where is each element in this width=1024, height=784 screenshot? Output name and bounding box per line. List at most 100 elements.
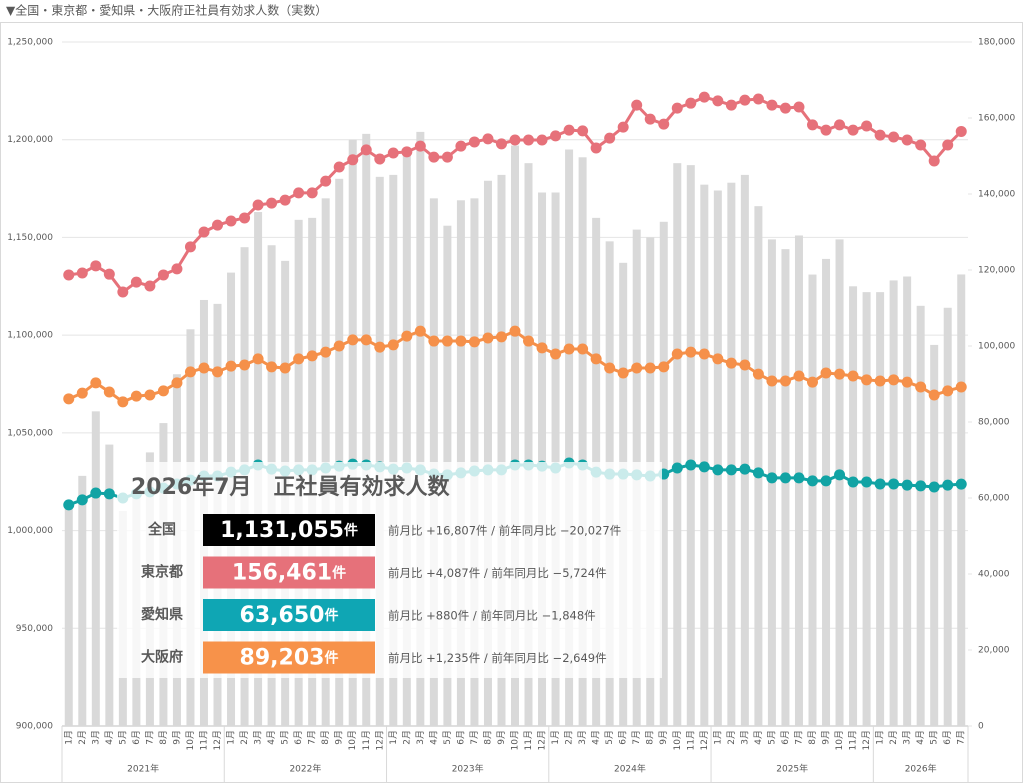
y2-tick-label: 40,000 [978, 570, 1010, 580]
point [806, 376, 818, 388]
point [698, 348, 710, 360]
point [239, 212, 251, 224]
point [861, 120, 873, 132]
point [117, 286, 129, 298]
point [834, 119, 846, 131]
x-tick-label: 5月 [766, 730, 777, 745]
y2-tick-label: 20,000 [978, 646, 1010, 656]
x-tick-label: 9月 [334, 730, 345, 745]
point [779, 375, 791, 387]
value-box [203, 556, 375, 589]
x-tick-label: 6月 [942, 730, 953, 745]
bar [362, 133, 371, 726]
point [617, 121, 629, 133]
x-tick-label: 11月 [685, 730, 696, 750]
y-tick-label: 1,200,000 [7, 135, 53, 145]
point [671, 462, 683, 474]
y-tick-label: 1,150,000 [7, 233, 53, 243]
value: 156,461 [232, 561, 332, 586]
x-tick-label: 9月 [171, 730, 182, 745]
row-name: 大阪府 [141, 649, 183, 666]
bar [348, 139, 357, 726]
point [604, 132, 616, 144]
x-tick-label: 7月 [144, 730, 155, 745]
y2-tick-label: 160,000 [978, 114, 1015, 124]
point [955, 381, 967, 393]
x-tick-label: 11月 [523, 730, 534, 750]
point [915, 139, 927, 151]
bar [402, 155, 411, 726]
point [901, 376, 913, 388]
point [103, 488, 115, 500]
point [928, 389, 940, 401]
point [942, 479, 954, 491]
point [90, 487, 102, 499]
x-tick-label: 9月 [496, 730, 507, 745]
point [928, 155, 940, 167]
point [320, 175, 332, 187]
x-group-label: 2024年 [614, 763, 646, 775]
point [834, 469, 846, 481]
point [928, 481, 940, 493]
point [347, 334, 359, 346]
x-tick-label: 7月 [469, 730, 480, 745]
point [76, 387, 88, 399]
x-tick-label: 11月 [361, 730, 372, 750]
summary-title: 2026年7月 正社員有効求人数 [131, 474, 451, 500]
x-group-label: 2025年 [776, 763, 808, 775]
value: 63,650 [240, 603, 325, 628]
point [117, 396, 129, 408]
point [279, 362, 291, 374]
point [428, 151, 440, 163]
x-tick-label: 12月 [374, 730, 385, 750]
x-tick-label: 8月 [482, 730, 493, 745]
x-tick-label: 4月 [753, 730, 764, 745]
point [266, 361, 278, 373]
x-tick-label: 10月 [185, 730, 196, 750]
point [698, 461, 710, 473]
x-tick-label: 2月 [564, 730, 575, 745]
x-tick-label: 3月 [90, 730, 101, 745]
x-tick-label: 5月 [604, 730, 615, 745]
x-tick-label: 7月 [793, 730, 804, 745]
point [577, 343, 589, 355]
bar [483, 180, 492, 727]
point [252, 353, 264, 365]
point [509, 134, 521, 146]
point [550, 130, 562, 142]
bar [740, 174, 749, 727]
bar [538, 192, 547, 727]
unit: 件 [344, 522, 358, 539]
point [103, 386, 115, 398]
x-tick-label: 7月 [956, 730, 967, 745]
row-name: 愛知県 [141, 606, 183, 623]
point [739, 94, 751, 106]
x-tick-label: 1月 [712, 730, 723, 745]
point [63, 499, 75, 511]
bar [524, 163, 533, 726]
bar [713, 190, 722, 727]
x-tick-label: 10月 [510, 730, 521, 750]
x-tick-label: 10月 [672, 730, 683, 750]
row-name: 東京都 [141, 564, 183, 581]
unit: 件 [332, 565, 346, 582]
point [198, 362, 210, 374]
point [482, 133, 494, 145]
x-tick-label: 5月 [929, 730, 940, 745]
x-tick-label: 4月 [104, 730, 115, 745]
x-group-label: 2022年 [289, 763, 321, 775]
bar [903, 276, 912, 726]
point [820, 367, 832, 379]
x-tick-label: 5月 [117, 730, 128, 745]
point [63, 269, 75, 281]
point [90, 377, 102, 389]
point [171, 377, 183, 389]
point [225, 215, 237, 227]
point [360, 334, 372, 346]
x-tick-label: 4月 [915, 730, 926, 745]
point [401, 146, 413, 158]
point [563, 343, 575, 355]
point [820, 124, 832, 136]
